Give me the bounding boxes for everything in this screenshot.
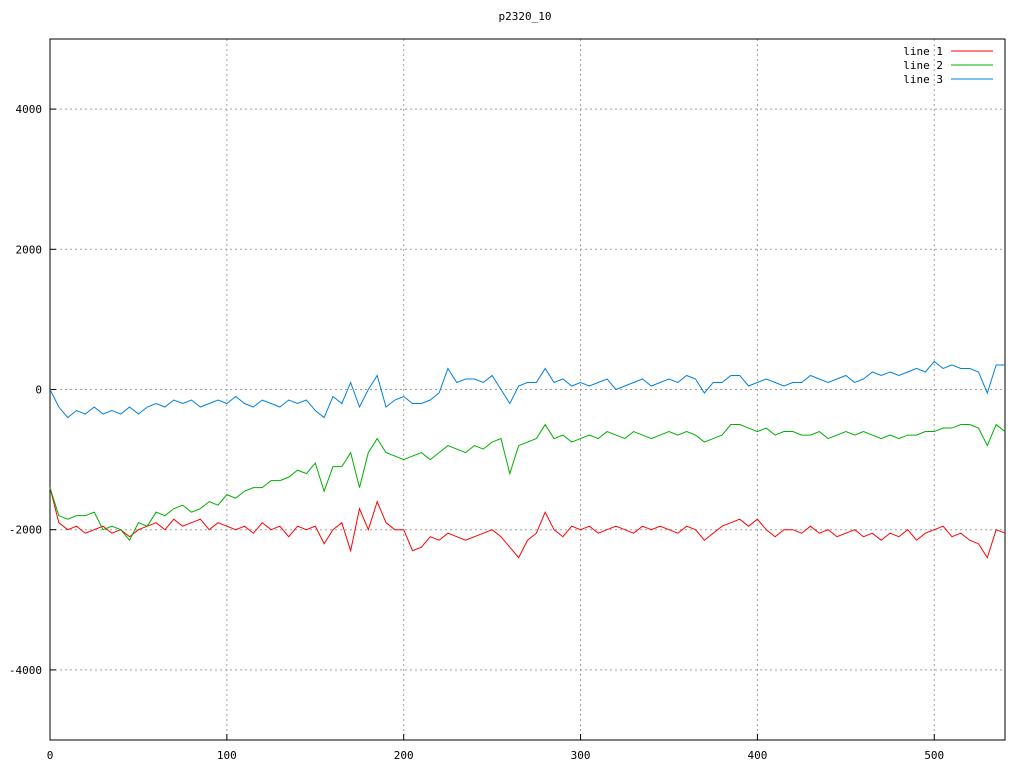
x-tick-label: 400 bbox=[747, 749, 767, 762]
legend-label: line 2 bbox=[903, 59, 943, 72]
y-tick-label: 4000 bbox=[16, 103, 43, 116]
x-tick-label: 0 bbox=[47, 749, 54, 762]
legend-label: line 1 bbox=[903, 45, 943, 58]
chart-title: p2320_10 bbox=[499, 10, 552, 23]
line-series bbox=[49, 487, 1006, 559]
y-tick-label: 0 bbox=[35, 384, 42, 397]
x-tick-label: 300 bbox=[571, 749, 591, 762]
x-tick-label: 200 bbox=[394, 749, 414, 762]
line-series bbox=[49, 360, 1005, 419]
y-tick-label: -2000 bbox=[9, 524, 42, 537]
y-tick-label: 2000 bbox=[16, 243, 43, 256]
y-tick-label: -4000 bbox=[9, 664, 42, 677]
line-series bbox=[49, 423, 1006, 542]
x-tick-label: 500 bbox=[924, 749, 944, 762]
x-tick-label: 100 bbox=[217, 749, 237, 762]
legend-label: line 3 bbox=[903, 73, 943, 86]
